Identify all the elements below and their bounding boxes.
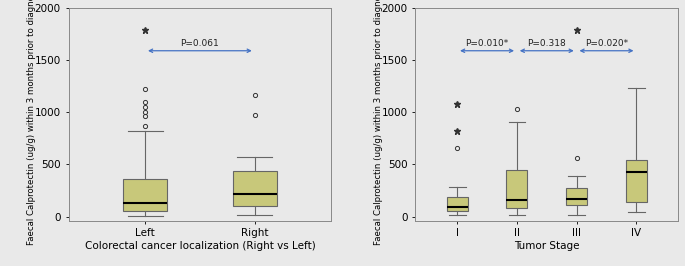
Text: P=0.010*: P=0.010*	[465, 39, 509, 48]
Bar	[447, 197, 468, 211]
Y-axis label: Faecal Calprotectin (ug/g) within 3 months prior to diagnosis: Faecal Calprotectin (ug/g) within 3 mont…	[374, 0, 383, 245]
Text: P=0.318: P=0.318	[527, 39, 566, 48]
Bar	[506, 170, 527, 208]
Text: P=0.061: P=0.061	[181, 39, 219, 48]
X-axis label: Tumor Stage: Tumor Stage	[514, 241, 580, 251]
Bar	[626, 160, 647, 202]
X-axis label: Colorectal cancer localization (Right vs Left): Colorectal cancer localization (Right vs…	[84, 241, 315, 251]
Y-axis label: Faecal Calprotectin (ug/g) within 3 months prior to diagnosis: Faecal Calprotectin (ug/g) within 3 mont…	[27, 0, 36, 245]
Bar	[123, 179, 167, 211]
Text: P=0.020*: P=0.020*	[585, 39, 628, 48]
Bar	[233, 171, 277, 206]
Bar	[566, 188, 587, 205]
